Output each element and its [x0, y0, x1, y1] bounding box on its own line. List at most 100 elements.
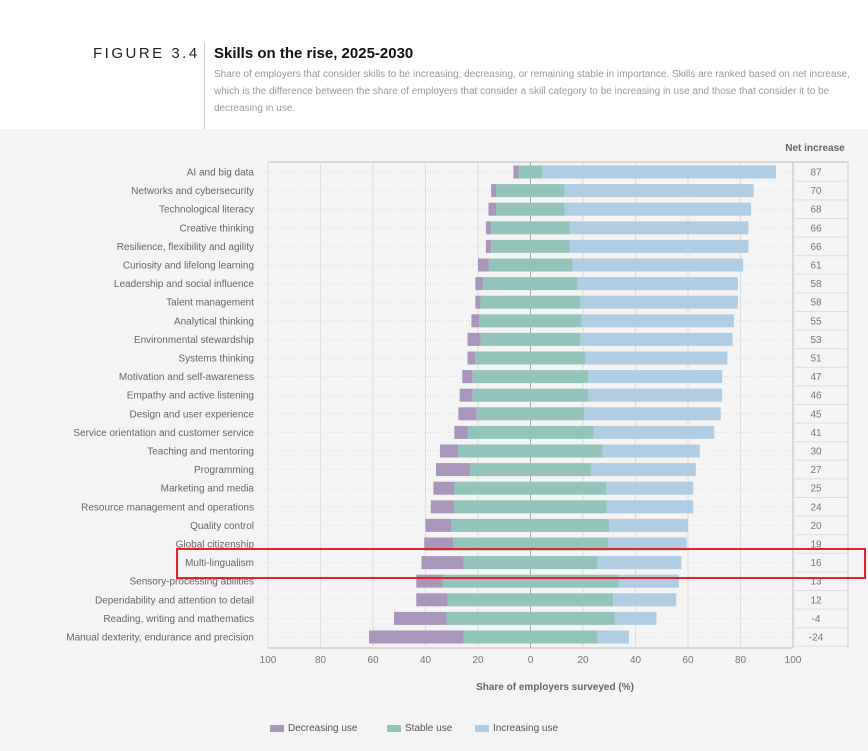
net-increase-value: 27: [810, 465, 822, 476]
bar-increasing: [614, 611, 657, 625]
bar-stable: [483, 277, 578, 291]
header-divider: [204, 42, 205, 129]
bar-decreasing: [475, 295, 481, 309]
bar-increasing: [564, 184, 754, 198]
bar-stable: [458, 444, 603, 458]
bar-increasing: [609, 518, 688, 532]
legend-decreasing: Decreasing use: [270, 723, 357, 734]
bar-increasing: [569, 221, 749, 235]
bar-stable: [470, 463, 591, 477]
bar-decreasing: [462, 370, 473, 384]
category-label: Sensory-processing abilities: [129, 577, 254, 588]
legend-swatch-increasing: [475, 725, 489, 732]
bar-stable: [454, 500, 607, 514]
bar-stable: [447, 593, 614, 607]
bar-decreasing: [394, 611, 447, 625]
bar-decreasing: [416, 593, 448, 607]
category-label: Motivation and self-awareness: [119, 372, 254, 383]
net-increase-value: 53: [810, 335, 822, 346]
bar-stable: [480, 295, 581, 309]
category-label: Programming: [194, 465, 254, 476]
bar-increasing: [593, 425, 715, 439]
bar-decreasing: [433, 481, 455, 495]
net-increase-value: 19: [810, 540, 822, 551]
bar-decreasing: [475, 277, 484, 291]
legend-label: Decreasing use: [288, 723, 358, 734]
bar-stable: [491, 239, 570, 253]
bar-increasing: [580, 295, 738, 309]
bar-stable: [463, 556, 598, 570]
category-label: Quality control: [190, 521, 254, 532]
category-label: Manual dexterity, endurance and precisio…: [66, 633, 254, 644]
net-increase-value: 66: [810, 242, 822, 253]
legend-stable: Stable use: [387, 723, 452, 734]
net-increase-value: 12: [810, 595, 822, 606]
bar-decreasing: [471, 314, 480, 328]
bar-decreasing: [491, 184, 497, 198]
x-tick-label: 80: [735, 655, 747, 666]
bar-decreasing: [458, 407, 477, 421]
x-tick-label: 20: [577, 655, 589, 666]
x-tick-label: 0: [528, 655, 534, 666]
bar-decreasing: [467, 351, 476, 365]
bar-decreasing: [430, 500, 455, 514]
net-increase-value: 70: [810, 186, 822, 197]
bar-increasing: [584, 407, 721, 421]
bar-stable: [496, 184, 565, 198]
net-increase-value: -4: [812, 614, 821, 625]
bar-stable: [472, 388, 589, 402]
bar-increasing: [606, 481, 694, 495]
net-increase-value: 41: [810, 428, 822, 439]
bar-decreasing: [478, 258, 489, 272]
bar-increasing: [613, 593, 677, 607]
net-increase-value: 30: [810, 447, 822, 458]
net-increase-value: 61: [810, 261, 822, 272]
net-increase-value: 45: [810, 409, 822, 420]
category-label: Curiosity and lifelong learning: [123, 261, 254, 272]
category-label: Service orientation and customer service: [73, 428, 254, 439]
bar-stable: [453, 537, 608, 551]
bar-increasing: [590, 463, 696, 477]
bar-decreasing: [467, 332, 481, 346]
bar-increasing: [542, 165, 776, 179]
legend-swatch-stable: [387, 725, 401, 732]
bar-decreasing: [425, 518, 452, 532]
legend-label: Increasing use: [493, 723, 559, 734]
category-label: Environmental stewardship: [134, 335, 254, 346]
net-increase-value: 58: [810, 279, 822, 290]
category-label: Global citizenship: [176, 540, 255, 551]
x-axis-title: Share of employers surveyed (%): [476, 682, 634, 693]
bar-decreasing: [424, 537, 454, 551]
net-increase-value: 13: [810, 577, 822, 588]
category-label: AI and big data: [187, 168, 255, 179]
bar-stable: [518, 165, 543, 179]
bar-stable: [451, 518, 610, 532]
x-tick-label: 40: [630, 655, 642, 666]
x-tick-label: 60: [682, 655, 694, 666]
bar-increasing: [581, 314, 734, 328]
figure-label: FIGURE 3.4: [93, 45, 200, 62]
x-tick-label: 40: [420, 655, 432, 666]
category-label: Teaching and mentoring: [147, 447, 254, 458]
net-increase-value: -24: [809, 633, 824, 644]
bar-stable: [480, 332, 581, 346]
bar-increasing: [597, 556, 682, 570]
figure-header: FIGURE 3.4 Skills on the rise, 2025-2030…: [0, 0, 868, 129]
bar-stable: [463, 630, 598, 644]
bar-stable: [454, 481, 607, 495]
bar-stable: [446, 611, 615, 625]
bar-increasing: [577, 277, 738, 291]
chart-title: Skills on the rise, 2025-2030: [214, 45, 414, 62]
net-increase-value: 66: [810, 223, 822, 234]
bar-increasing: [569, 239, 749, 253]
net-increase-value: 51: [810, 354, 822, 365]
net-increase-value: 55: [810, 316, 822, 327]
category-label: Creative thinking: [180, 223, 254, 234]
category-label: Multi-lingualism: [185, 558, 254, 569]
net-increase-value: 24: [810, 502, 822, 513]
bar-stable: [496, 202, 565, 216]
net-increase-header: Net increase: [785, 143, 845, 154]
x-tick-label: 100: [260, 655, 277, 666]
legend-increasing: Increasing use: [475, 723, 558, 734]
